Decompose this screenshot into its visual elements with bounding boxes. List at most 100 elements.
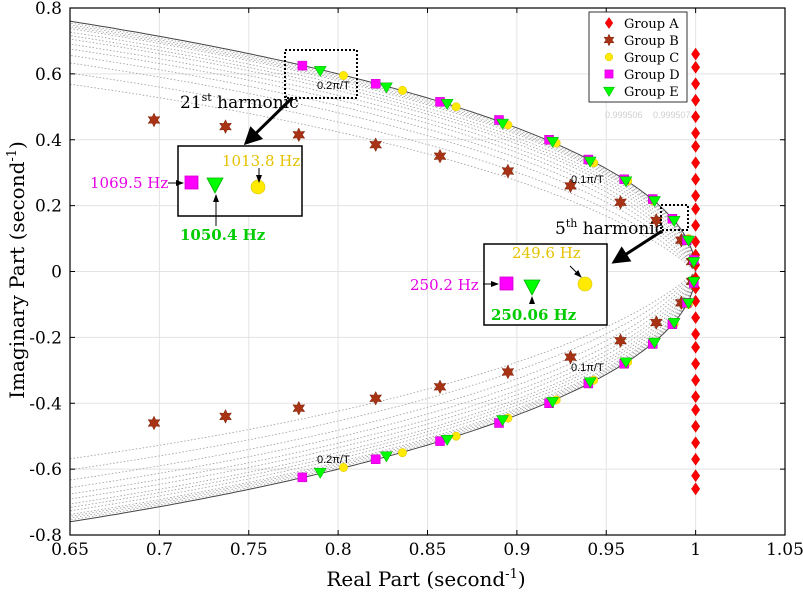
- x-tick-label: 0.9: [503, 540, 530, 560]
- data-point: [687, 276, 701, 288]
- series-group-e: [313, 66, 701, 479]
- damping-contour: [70, 271, 696, 517]
- inset-5-triangle-E: [523, 279, 541, 296]
- damping-contour: [70, 271, 696, 515]
- data-point: [648, 196, 661, 208]
- inset-5-circle-C: [577, 276, 593, 292]
- legend-label: Group D: [624, 68, 680, 83]
- data-point: [451, 102, 461, 112]
- damping-contour: [70, 43, 696, 272]
- data-point: [687, 257, 701, 269]
- inset-21-circle-C: [250, 179, 266, 195]
- data-point: [667, 215, 681, 227]
- inset-5-label-C: 249.6 Hz: [512, 244, 581, 262]
- data-point: [546, 136, 560, 148]
- x-tick-label: 0.8: [325, 540, 352, 560]
- y-tick-label: -0.8: [29, 526, 62, 546]
- y-axis-label-close: ): [5, 141, 29, 149]
- damping-contour: [70, 28, 696, 272]
- x-axis-label-sup: -1: [505, 567, 518, 582]
- data-point: [691, 47, 701, 61]
- data-point: [691, 189, 701, 203]
- inset-5-label-E: 250.06 Hz: [491, 306, 577, 324]
- data-point: [219, 119, 232, 134]
- x-tick-label: 0.7: [146, 540, 173, 560]
- data-point: [398, 448, 407, 458]
- data-point: [691, 419, 701, 433]
- zoom-box-21st: [284, 49, 358, 99]
- data-point: [583, 156, 597, 168]
- data-point: [691, 218, 701, 232]
- x-axis-label-close: ): [518, 567, 526, 591]
- damping-contour: [70, 72, 696, 272]
- legend: Group A Group B Group C Group D Group E: [588, 11, 688, 103]
- faint-label: 0.999507: [653, 110, 691, 120]
- y-axis-label-sup: -1: [5, 149, 20, 162]
- y-tick-label: 0.4: [35, 131, 62, 151]
- legend-marker: [604, 17, 614, 29]
- series-group-a: [691, 47, 701, 496]
- data-point: [313, 66, 327, 78]
- inset-5-square-D: [499, 276, 514, 291]
- inset-5-arrow-C: [569, 265, 582, 278]
- data-point: [433, 379, 447, 395]
- data-point: [564, 349, 577, 365]
- data-point: [691, 390, 701, 404]
- data-point: [691, 373, 701, 387]
- damping-contour: [70, 26, 696, 272]
- x-tick-label: 0.75: [230, 540, 268, 560]
- legend-label: Group E: [624, 85, 679, 100]
- legend-marker: [603, 86, 615, 97]
- data-point: [292, 127, 306, 143]
- data-point: [379, 451, 393, 463]
- data-points: [147, 47, 701, 496]
- zoom-box-5th: [660, 204, 689, 231]
- data-point: [682, 298, 695, 310]
- y-tick-label: 0.6: [35, 65, 62, 85]
- data-point: [691, 202, 701, 216]
- inset-5th-harmonic: 249.6 Hz 250.2 Hz 250.06 Hz: [410, 243, 608, 326]
- y-axis-label-main: Imaginary Part (second: [5, 161, 29, 398]
- freq-label-lower-01: 0.1π/T: [571, 362, 604, 374]
- inset-21-label-E: 1050.4 Hz: [180, 226, 266, 244]
- data-point: [440, 99, 454, 111]
- y-tick-label: 0.8: [35, 0, 62, 19]
- inset-21-square-D: [184, 175, 199, 190]
- data-point: [691, 357, 701, 371]
- data-point: [339, 463, 348, 472]
- data-point: [691, 327, 701, 341]
- data-point: [369, 390, 383, 406]
- arrow-to-inset-5: [611, 229, 663, 264]
- damping-contour: [70, 271, 696, 500]
- inset-21-label-D: 1069.5 Hz: [90, 174, 168, 192]
- data-point: [691, 110, 701, 124]
- damping-contour: [70, 54, 696, 272]
- data-point: [691, 77, 701, 91]
- faint-label: 0.999506: [605, 110, 643, 120]
- data-point: [451, 431, 461, 441]
- data-point: [691, 311, 701, 325]
- arrow-to-inset-21: [243, 96, 294, 146]
- data-point: [648, 337, 661, 349]
- data-point: [370, 79, 381, 89]
- data-point: [147, 112, 161, 128]
- inset-21st-harmonic: 1013.8 Hz 1069.5 Hz 1050.4 Hz: [90, 145, 303, 244]
- data-point: [649, 315, 663, 330]
- data-point: [691, 469, 701, 483]
- x-tick-label: 0.85: [409, 540, 447, 560]
- data-point: [691, 452, 701, 466]
- legend-marker: [604, 69, 614, 79]
- data-point: [369, 137, 383, 153]
- data-point: [398, 85, 407, 95]
- data-point: [691, 436, 701, 450]
- data-point: [619, 357, 633, 369]
- data-point: [440, 435, 454, 446]
- x-axis-label: Real Part (second-1): [326, 567, 525, 591]
- legend-label: Group A: [624, 17, 679, 32]
- legend-label: Group B: [624, 34, 679, 49]
- y-axis-label: Imaginary Part (second-1): [5, 141, 29, 399]
- data-point: [297, 60, 308, 71]
- data-point: [313, 467, 327, 479]
- inset-21-label-C: 1013.8 Hz: [222, 152, 300, 170]
